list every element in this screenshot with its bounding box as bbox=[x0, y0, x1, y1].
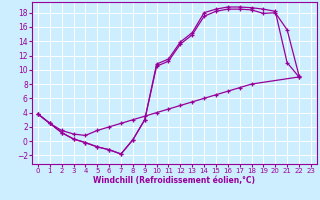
X-axis label: Windchill (Refroidissement éolien,°C): Windchill (Refroidissement éolien,°C) bbox=[93, 176, 255, 185]
